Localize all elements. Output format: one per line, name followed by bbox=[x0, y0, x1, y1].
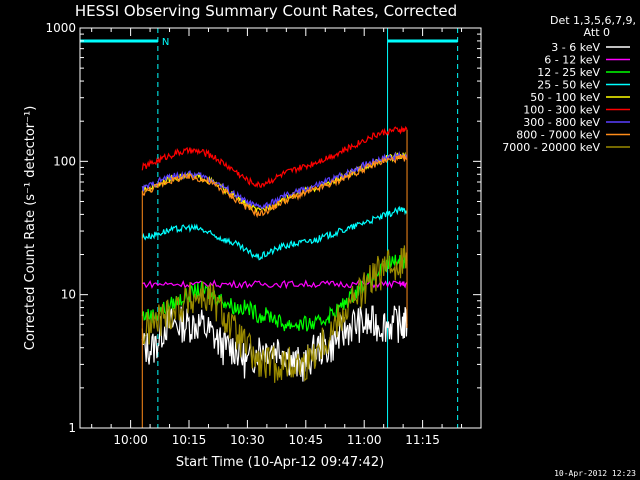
x-tick-label: 10:45 bbox=[289, 433, 324, 447]
series-line bbox=[141, 125, 408, 189]
night-label: N bbox=[162, 37, 169, 48]
y-axis: 1 10 100 1000 bbox=[45, 21, 481, 435]
x-tick-label: 11:00 bbox=[347, 433, 382, 447]
legend-label: 800 - 7000 keV bbox=[516, 129, 600, 142]
series-line bbox=[141, 245, 408, 383]
x-tick-label: 11:15 bbox=[405, 433, 440, 447]
y-axis-label: Corrected Count Rate (s⁻¹ detector⁻¹) bbox=[23, 106, 38, 351]
legend-label: 50 - 100 keV bbox=[530, 91, 600, 104]
legend-label: 100 - 300 keV bbox=[523, 104, 600, 117]
y-tick-label: 100 bbox=[53, 154, 76, 168]
x-tick-label: 10:30 bbox=[230, 433, 265, 447]
legend-header-1: Det 1,3,5,6,7,9, bbox=[550, 14, 636, 27]
plot-frame bbox=[79, 27, 482, 429]
series-line bbox=[141, 154, 408, 219]
x-tick-label: 10:00 bbox=[113, 433, 148, 447]
legend-label: 7000 - 20000 keV bbox=[502, 141, 600, 154]
y-tick-label: 1000 bbox=[45, 21, 76, 35]
legend-label: 6 - 12 keV bbox=[544, 54, 600, 67]
x-axis-label: Start Time (10-Apr-12 09:47:42) bbox=[176, 455, 384, 470]
legend-label: 3 - 6 keV bbox=[551, 41, 600, 54]
series-line bbox=[141, 205, 408, 261]
y-tick-label: 1 bbox=[68, 421, 76, 435]
legend-header-2: Att 0 bbox=[584, 26, 610, 39]
legend-label: 25 - 50 keV bbox=[537, 79, 600, 92]
x-axis: 10:00 10:15 10:30 10:45 11:00 11:15 bbox=[91, 28, 463, 447]
series-line bbox=[141, 305, 408, 382]
y-tick-label: 10 bbox=[61, 288, 76, 302]
x-tick-label: 10:15 bbox=[172, 433, 207, 447]
footer-date: 10-Apr-2012 12:23 bbox=[554, 469, 636, 478]
chart-title: HESSI Observing Summary Count Rates, Cor… bbox=[75, 2, 457, 20]
legend-label: 12 - 25 keV bbox=[537, 66, 600, 79]
legend-label: 300 - 800 keV bbox=[523, 116, 600, 129]
